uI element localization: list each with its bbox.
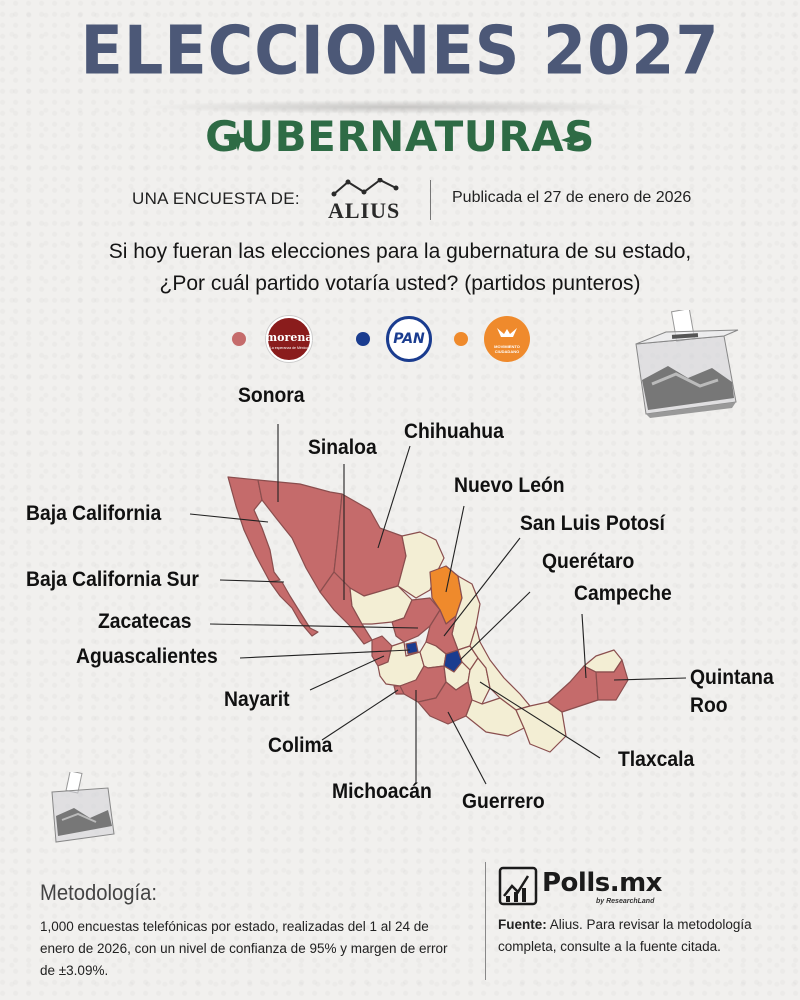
label-michoacan: Michoacán [332,780,432,803]
small-ballot-box-icon [51,772,115,843]
label-nuevo-leon: Nuevo León [454,474,565,497]
morena-logo: morena La esperanza de México [266,316,312,362]
polls-chart-icon [498,866,538,906]
mc-logo: MOVIMIENTO CIUDADANO [484,316,530,362]
label-zacatecas: Zacatecas [98,610,192,633]
morena-logo-text: morena [265,331,313,344]
methodology-text: 1,000 encuestas telefónicas por estado, … [40,919,448,978]
source-label: Fuente: [498,917,547,932]
leader-lines [189,424,687,785]
label-quintana-roo: Quintana Roo [690,666,774,717]
pan-logo: PAN [386,316,432,362]
legend-dot-mc [454,332,468,346]
legend-dot-pan [356,332,370,346]
label-campeche: Campeche [574,582,672,605]
byline-label: UNA ENCUESTA DE: [132,189,300,208]
state-guerrero[interactable] [417,681,473,725]
label-san-luis-potosi: San Luis Potosí [520,512,665,535]
star-right-icon [561,129,583,151]
mc-logo-text: MOVIMIENTO CIUDADANO [494,343,520,354]
state-campeche[interactable] [547,665,599,713]
polls-brand-tag: by ResearchLand [596,898,655,905]
methodology-title: Metodología: [40,880,158,905]
byline: UNA ENCUESTA DE: ALIUS Publicada el 27 d… [0,178,800,223]
legend-dot-morena [232,332,246,346]
source-note: Fuente: Alius. Para revisar la metodolog… [498,914,788,958]
pan-logo-text: PAN [393,331,425,347]
state-sinaloa[interactable] [319,571,373,645]
mexico-map [189,424,687,785]
label-baja-california-sur: Baja California Sur [26,568,199,591]
state-baja-california-sur[interactable] [269,581,319,637]
page-subtitle: GUBERNATURAS [205,112,595,161]
label-queretaro: Querétaro [542,550,635,573]
party-legend: morena La esperanza de México PAN MOVIMI… [0,314,800,364]
label-guerrero: Guerrero [462,790,545,813]
source-text: Alius. Para revisar la metodología compl… [498,917,752,954]
label-nayarit: Nayarit [224,688,290,711]
state-aguascalientes[interactable] [405,641,419,655]
alius-logo-icon [331,178,399,197]
footer-divider [485,862,486,980]
ballot-box-icon [635,310,739,418]
title-shadow [140,100,660,114]
pollster-name: ALIUS [328,198,401,223]
label-sinaloa: Sinaloa [308,436,377,459]
byline-divider [430,180,431,220]
label-baja-california: Baja California [26,502,162,525]
state-chihuahua[interactable] [333,493,407,597]
question-line-1: Si hoy fueran las elecciones para la gub… [108,240,692,263]
star-left-icon [227,129,249,151]
polls-brand: Polls.mx [542,868,662,898]
survey-question: Si hoy fueran las elecciones para la gub… [0,236,800,300]
label-sonora: Sonora [238,384,305,407]
page-title: ELECCIONES 2027 [80,11,720,90]
morena-logo-subtext: La esperanza de México [269,346,309,350]
eagle-icon [497,327,517,337]
question-line-2: ¿Por cuál partido votaría usted? (partid… [159,272,641,295]
label-colima: Colima [268,734,333,757]
label-tlaxcala: Tlaxcala [618,748,695,771]
label-chihuahua: Chihuahua [404,420,504,443]
label-aguascalientes: Aguascalientes [76,645,218,668]
publication-date: Publicada el 27 de enero de 2026 [452,189,692,206]
